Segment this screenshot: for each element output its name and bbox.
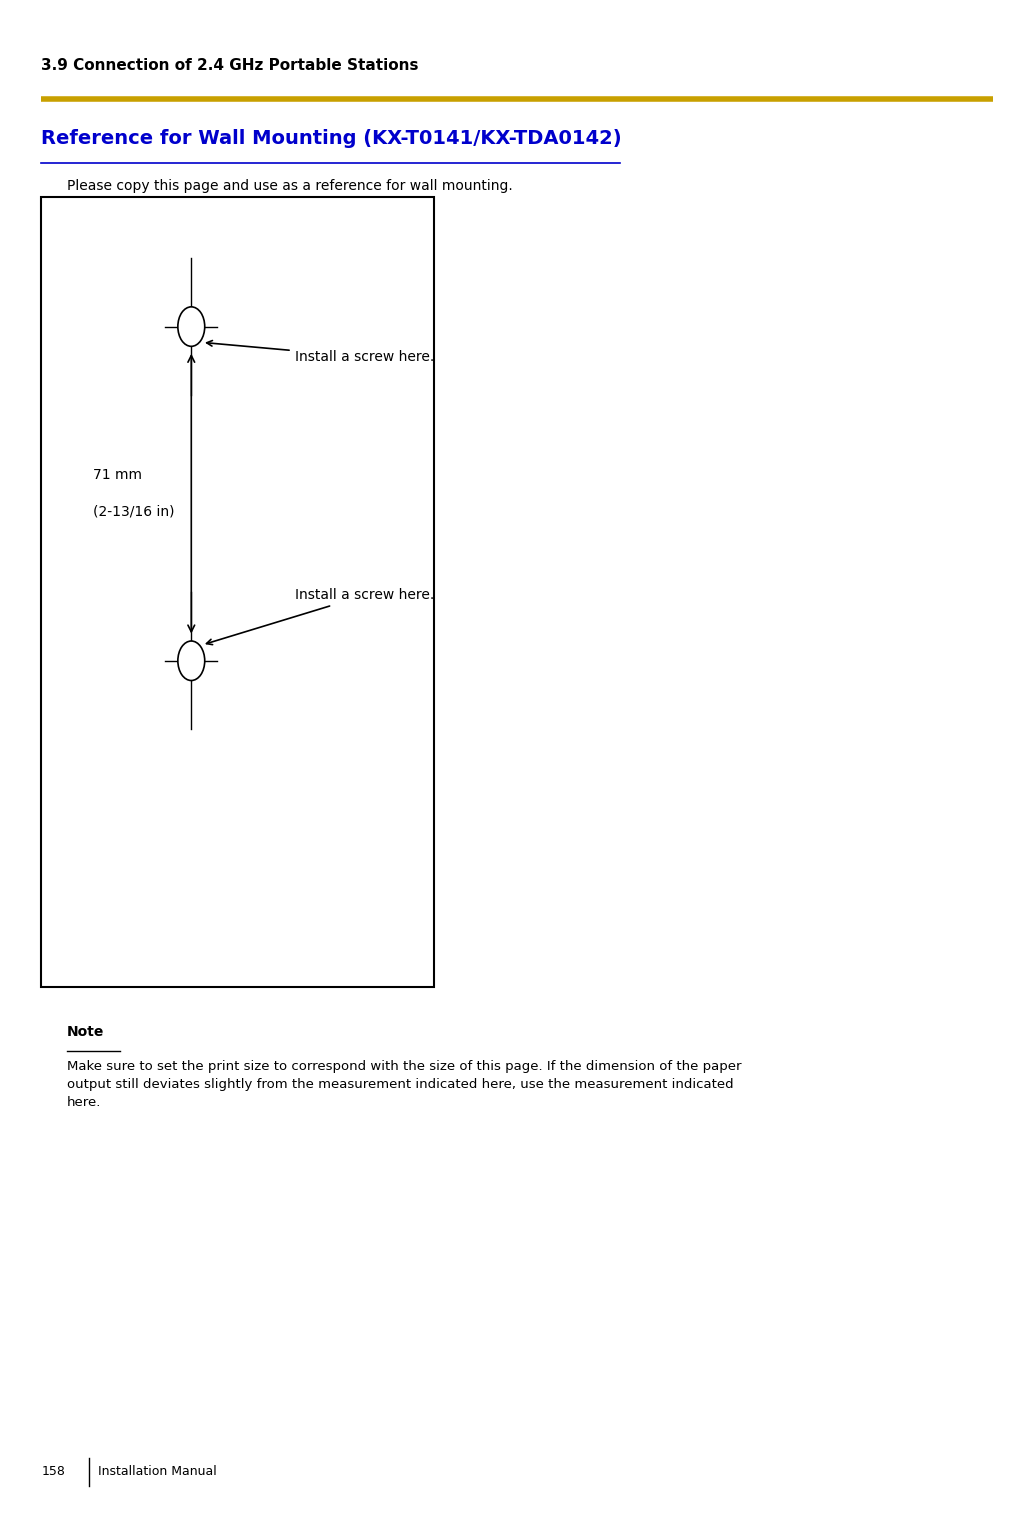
Text: 158: 158 (41, 1466, 65, 1478)
Text: Installation Manual: Installation Manual (98, 1466, 217, 1478)
Text: Note: Note (67, 1025, 104, 1039)
Circle shape (178, 641, 205, 681)
Circle shape (178, 307, 205, 346)
Text: Please copy this page and use as a reference for wall mounting.: Please copy this page and use as a refer… (67, 179, 513, 193)
Text: 71 mm: 71 mm (93, 468, 142, 483)
Bar (41, 197, 434, 987)
Text: Reference for Wall Mounting (KX-T0141/KX-TDA0142): Reference for Wall Mounting (KX-T0141/KX… (41, 129, 622, 149)
Text: Make sure to set the print size to correspond with the size of this page. If the: Make sure to set the print size to corre… (67, 1060, 741, 1109)
Text: Install a screw here.: Install a screw here. (207, 340, 434, 365)
Text: Install a screw here.: Install a screw here. (207, 588, 434, 644)
Text: 3.9 Connection of 2.4 GHz Portable Stations: 3.9 Connection of 2.4 GHz Portable Stati… (41, 58, 419, 73)
Text: (2-13/16 in): (2-13/16 in) (93, 504, 175, 519)
